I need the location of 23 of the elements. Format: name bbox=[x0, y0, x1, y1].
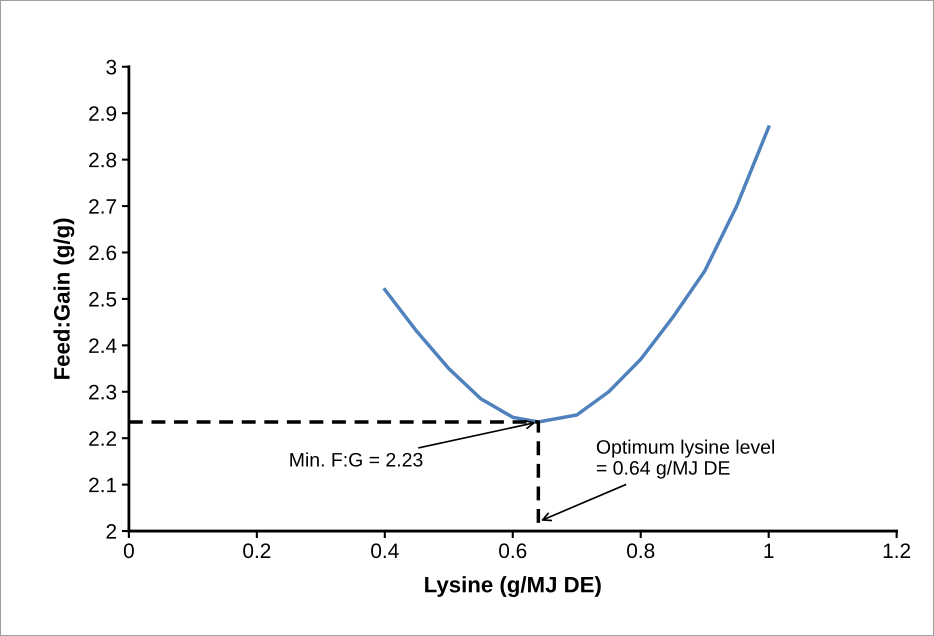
y-tick-label: 2.9 bbox=[89, 106, 116, 121]
y-tick-label: 2.7 bbox=[89, 199, 116, 214]
annotation: Min. F:G = 2.23 bbox=[290, 452, 422, 467]
x-tick-label: 1 bbox=[764, 544, 774, 558]
y-tick-label: 2.1 bbox=[89, 478, 116, 492]
x-axis-title: Lysine (g/MJ DE) bbox=[425, 576, 601, 597]
y-tick-label: 2.8 bbox=[89, 152, 116, 168]
x-tick-label: 0.8 bbox=[627, 543, 654, 558]
x-tick-label: 0.4 bbox=[371, 543, 399, 558]
y-tick-label: 3 bbox=[106, 60, 116, 75]
y-axis-title: Feed:Gain (g/g) bbox=[53, 218, 74, 379]
y-tick-label: 2 bbox=[106, 524, 116, 539]
x-tick-label: 0.6 bbox=[499, 543, 526, 558]
y-tick-label: 2.4 bbox=[89, 338, 116, 353]
annotation: Optimum lysine level = 0.64 g/MJ DE bbox=[596, 440, 774, 479]
x-tick-label: 1.2 bbox=[884, 543, 910, 558]
y-tick-label: 2.5 bbox=[89, 292, 116, 307]
y-tick-label: 2.3 bbox=[89, 384, 116, 400]
x-tick-label: 0.2 bbox=[243, 543, 270, 558]
y-tick-label: 2.2 bbox=[89, 431, 116, 446]
x-tick-label: 0 bbox=[124, 543, 134, 558]
y-tick-label: 2.6 bbox=[89, 245, 116, 260]
line-series bbox=[383, 125, 770, 424]
